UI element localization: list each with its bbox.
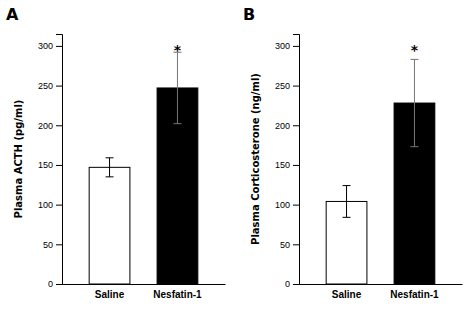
y-tick-label: 50 <box>43 240 53 250</box>
error-bar-line <box>173 52 181 123</box>
y-axis-title: Plasma ACTH (pg/ml) <box>13 100 24 219</box>
error-bar <box>343 186 351 218</box>
y-tick-label: 250 <box>275 81 290 91</box>
error-bar <box>410 59 418 146</box>
bar <box>89 167 130 284</box>
x-axis: Saline Nesfatin-1 <box>63 285 226 301</box>
y-tick-mark <box>293 46 299 47</box>
y-tick: 50 <box>43 240 62 250</box>
x-axis-line <box>63 284 226 285</box>
error-bar-line <box>106 158 114 177</box>
y-tick: 100 <box>38 200 62 210</box>
x-axis: Saline Nesfatin-1 <box>300 285 463 301</box>
error-bar <box>106 158 114 177</box>
y-tick: 300 <box>275 41 299 51</box>
error-bar-line <box>343 186 351 218</box>
y-tick-label: 200 <box>275 121 290 131</box>
y-axis: 0 50 100 150 200 250 300 <box>275 35 300 290</box>
figure: 0 50 100 150 200 250 300 Saline Nesfatin-1 Plasma… <box>0 0 474 312</box>
y-tick-mark <box>56 284 62 285</box>
plot-area <box>326 59 435 284</box>
y-tick: 200 <box>38 121 62 131</box>
y-tick-label: 100 <box>38 200 53 210</box>
y-tick-label: 150 <box>275 160 290 170</box>
y-tick-label: 300 <box>38 41 53 51</box>
y-tick: 300 <box>38 41 62 51</box>
y-axis: 0 50 100 150 200 250 300 <box>38 35 63 290</box>
x-tick-label: Nesfatin-1 <box>153 289 202 300</box>
y-tick: 250 <box>275 81 299 91</box>
y-tick-label: 50 <box>280 240 290 250</box>
x-tick: Saline <box>95 289 125 300</box>
y-tick-label: 250 <box>38 81 53 91</box>
y-tick-label: 0 <box>285 279 290 289</box>
y-tick: 200 <box>275 121 299 131</box>
x-tick-label: Nesfatin-1 <box>390 289 439 300</box>
panel-label: A <box>6 5 19 24</box>
y-tick-label: 300 <box>275 41 290 51</box>
y-tick-mark <box>56 86 62 87</box>
y-tick: 50 <box>280 240 299 250</box>
y-tick-mark <box>56 165 62 166</box>
y-tick-mark <box>56 125 62 126</box>
x-tick: Saline <box>332 289 362 300</box>
y-tick: 0 <box>285 279 299 289</box>
x-tick-label: Saline <box>95 289 125 300</box>
annotation: * <box>411 42 419 58</box>
y-tick-mark <box>293 244 299 245</box>
panel: 0 50 100 150 200 250 300 Saline Nesfatin-1 Plasma… <box>6 5 226 300</box>
y-tick-mark <box>56 46 62 47</box>
y-tick-mark <box>293 284 299 285</box>
y-tick-label: 150 <box>38 160 53 170</box>
y-tick: 100 <box>275 200 299 210</box>
x-tick-label: Saline <box>332 289 362 300</box>
y-axis-line <box>56 35 63 285</box>
x-tick: Nesfatin-1 <box>390 289 439 300</box>
y-axis-line <box>293 35 300 285</box>
annotation: * <box>174 42 182 58</box>
y-tick-mark <box>293 165 299 166</box>
y-tick-mark <box>293 86 299 87</box>
y-tick: 150 <box>38 160 62 170</box>
y-tick-mark <box>56 244 62 245</box>
y-tick: 250 <box>38 81 62 91</box>
y-tick-label: 0 <box>48 279 53 289</box>
error-bar <box>173 52 181 123</box>
panel: 0 50 100 150 200 250 300 Saline Nesfatin-1 Plasma… <box>243 5 463 300</box>
y-tick: 0 <box>48 279 62 289</box>
x-axis-line <box>300 284 463 285</box>
y-tick-mark <box>56 205 62 206</box>
panel-label: B <box>243 5 255 24</box>
error-bar-line <box>410 59 418 146</box>
plot-area <box>89 52 198 284</box>
y-axis-title: Plasma Corticosterone (ng/ml) <box>250 73 261 245</box>
y-tick-mark <box>293 125 299 126</box>
x-tick: Nesfatin-1 <box>153 289 202 300</box>
y-tick: 150 <box>275 160 299 170</box>
y-tick-label: 100 <box>275 200 290 210</box>
y-tick-label: 200 <box>38 121 53 131</box>
y-tick-mark <box>293 205 299 206</box>
